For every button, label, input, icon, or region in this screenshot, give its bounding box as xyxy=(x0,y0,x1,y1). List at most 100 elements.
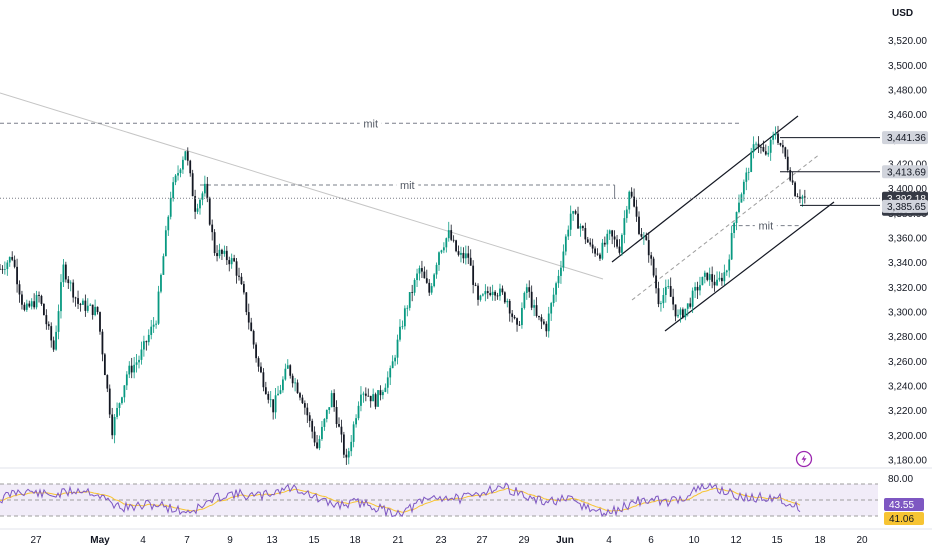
candle-body xyxy=(760,147,762,148)
candle-body xyxy=(172,182,174,198)
candle-body xyxy=(421,268,423,272)
candle-body xyxy=(467,253,469,257)
candle-body xyxy=(782,145,784,147)
candle-body xyxy=(499,289,501,297)
candle-body xyxy=(797,196,799,197)
candle-body xyxy=(355,418,357,424)
candle-body xyxy=(721,278,723,281)
time-tick-label: May xyxy=(90,535,110,546)
candle-body xyxy=(465,253,467,258)
candle-body xyxy=(543,321,545,323)
candle-body xyxy=(628,192,630,210)
candle-body xyxy=(275,395,277,412)
candle-body xyxy=(799,197,801,199)
candle-body xyxy=(387,377,389,387)
candle-body xyxy=(516,318,518,324)
candle-body xyxy=(558,276,560,283)
candle-body xyxy=(136,362,138,364)
candle-body xyxy=(616,239,618,246)
candle-body xyxy=(509,301,511,314)
time-tick-label: 18 xyxy=(349,535,361,546)
candle-body xyxy=(384,388,386,392)
candle-body xyxy=(580,226,582,229)
candle-body xyxy=(94,307,96,315)
candle-body xyxy=(411,292,413,293)
candle-body xyxy=(260,367,262,373)
candle-body xyxy=(419,268,421,273)
candle-body xyxy=(565,236,567,251)
candle-body xyxy=(431,286,433,293)
candle-body xyxy=(433,274,435,286)
candle-body xyxy=(682,309,684,317)
candle-body xyxy=(84,301,86,311)
candle-body xyxy=(58,311,60,332)
candle-body xyxy=(202,193,204,199)
candle-body xyxy=(470,258,472,266)
candle-body xyxy=(321,427,323,439)
candles-layer xyxy=(0,126,806,465)
candle-body xyxy=(445,238,447,247)
channel-lower-line xyxy=(665,202,834,331)
candle-body xyxy=(536,305,538,316)
candle-body xyxy=(87,306,89,311)
candle-body xyxy=(631,192,633,197)
rsi-pane[interactable]: 80.00 43.55 41.06 xyxy=(0,474,924,525)
lightning-bolt-icon[interactable] xyxy=(797,452,812,467)
candle-body xyxy=(738,203,740,212)
candle-body xyxy=(653,259,655,276)
candle-body xyxy=(263,372,265,387)
candle-body xyxy=(233,258,235,261)
candle-body xyxy=(50,326,52,340)
price-axis[interactable]: 3,520.003,500.003,480.003,460.003,440.00… xyxy=(888,36,927,466)
candle-body xyxy=(199,200,201,209)
candle-body xyxy=(533,305,535,308)
candle-body xyxy=(523,293,525,308)
candle-body xyxy=(302,398,304,404)
candle-body xyxy=(19,284,21,294)
candle-body xyxy=(155,324,157,325)
candle-body xyxy=(2,269,4,270)
candle-body xyxy=(314,432,316,443)
candle-body xyxy=(277,394,279,396)
candle-body xyxy=(170,198,172,217)
candle-body xyxy=(26,304,28,310)
candle-body xyxy=(584,228,586,239)
candle-body xyxy=(204,184,206,193)
candle-body xyxy=(394,358,396,362)
time-axis[interactable]: 27 May 4 7 9 13 15 18 21 23 27 29 Jun 4 6 10 12 15 18 20 xyxy=(30,535,868,546)
candle-body xyxy=(72,283,74,298)
candle-body xyxy=(592,245,594,249)
candle-body xyxy=(723,272,725,281)
candle-body xyxy=(621,235,623,253)
candle-body xyxy=(609,230,611,233)
candle-body xyxy=(167,217,169,231)
candle-body xyxy=(626,210,628,219)
candle-body xyxy=(160,275,162,292)
rsi-ma-label: 41.06 xyxy=(889,514,914,525)
candle-body xyxy=(655,276,657,289)
candle-body xyxy=(175,176,177,183)
mit-label: mit xyxy=(400,180,415,192)
candle-body xyxy=(770,140,772,153)
candle-body xyxy=(165,230,167,256)
candle-body xyxy=(777,134,779,143)
price-tick-label: 3,240.00 xyxy=(888,382,927,393)
candle-body xyxy=(589,242,591,244)
time-tick-label: 12 xyxy=(730,535,742,546)
candle-body xyxy=(755,144,757,145)
candle-body xyxy=(748,172,750,173)
candle-body xyxy=(438,252,440,265)
candle-body xyxy=(555,283,557,294)
candle-body xyxy=(248,312,250,322)
time-tick-label: 9 xyxy=(227,535,233,546)
candle-body xyxy=(531,292,533,308)
time-tick-label: 29 xyxy=(518,535,530,546)
candle-body xyxy=(0,269,1,270)
candle-body xyxy=(743,182,745,194)
candle-body xyxy=(333,393,335,407)
candle-body xyxy=(648,240,650,255)
candle-body xyxy=(641,234,643,237)
price-tick-label: 3,360.00 xyxy=(888,234,927,245)
candle-body xyxy=(428,283,430,293)
